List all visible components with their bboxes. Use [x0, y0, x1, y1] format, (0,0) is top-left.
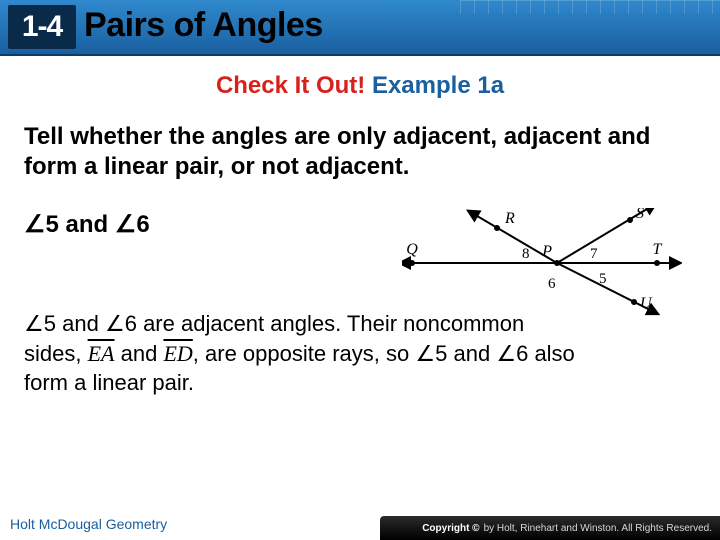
angle-diagram: Q R P S T U 8 7 6 5 — [402, 208, 682, 318]
lesson-badge: 1-4 — [8, 5, 76, 49]
svg-text:S: S — [636, 208, 644, 222]
svg-text:Q: Q — [406, 241, 418, 258]
segment-ea: EA — [88, 341, 115, 366]
svg-text:5: 5 — [599, 271, 607, 287]
answer-text: ∠5 and ∠6 are adjacent angles. Their non… — [24, 309, 696, 398]
svg-text:P: P — [541, 243, 552, 260]
footer-left: Holt McDougal Geometry — [10, 516, 167, 532]
svg-text:6: 6 — [548, 276, 556, 292]
q-conj: and — [66, 211, 109, 238]
subtitle-red: Check It Out! — [216, 72, 365, 99]
segment-ed: ED — [163, 341, 192, 366]
svg-text:R: R — [504, 210, 515, 227]
angle-a: 5 — [46, 211, 59, 238]
svg-text:T: T — [653, 241, 663, 258]
copyright-text: by Holt, Rinehart and Winston. All Right… — [484, 523, 712, 534]
instruction-text: Tell whether the angles are only adjacen… — [24, 122, 696, 182]
slide-header: 1-4 Pairs of Angles — [0, 0, 720, 56]
svg-text:7: 7 — [590, 246, 598, 262]
lesson-title: Pairs of Angles — [84, 6, 323, 45]
header-grid-decoration — [460, 0, 720, 14]
copyright-label: Copyright © — [422, 523, 479, 534]
svg-text:8: 8 — [522, 246, 530, 262]
subtitle: Check It Out! Example 1a — [0, 72, 720, 100]
svg-text:U: U — [640, 295, 653, 312]
angle-b: 6 — [136, 211, 149, 238]
footer-copyright: Copyright © by Holt, Rinehart and Winsto… — [380, 516, 720, 540]
subtitle-blue: Example 1a — [372, 72, 504, 99]
